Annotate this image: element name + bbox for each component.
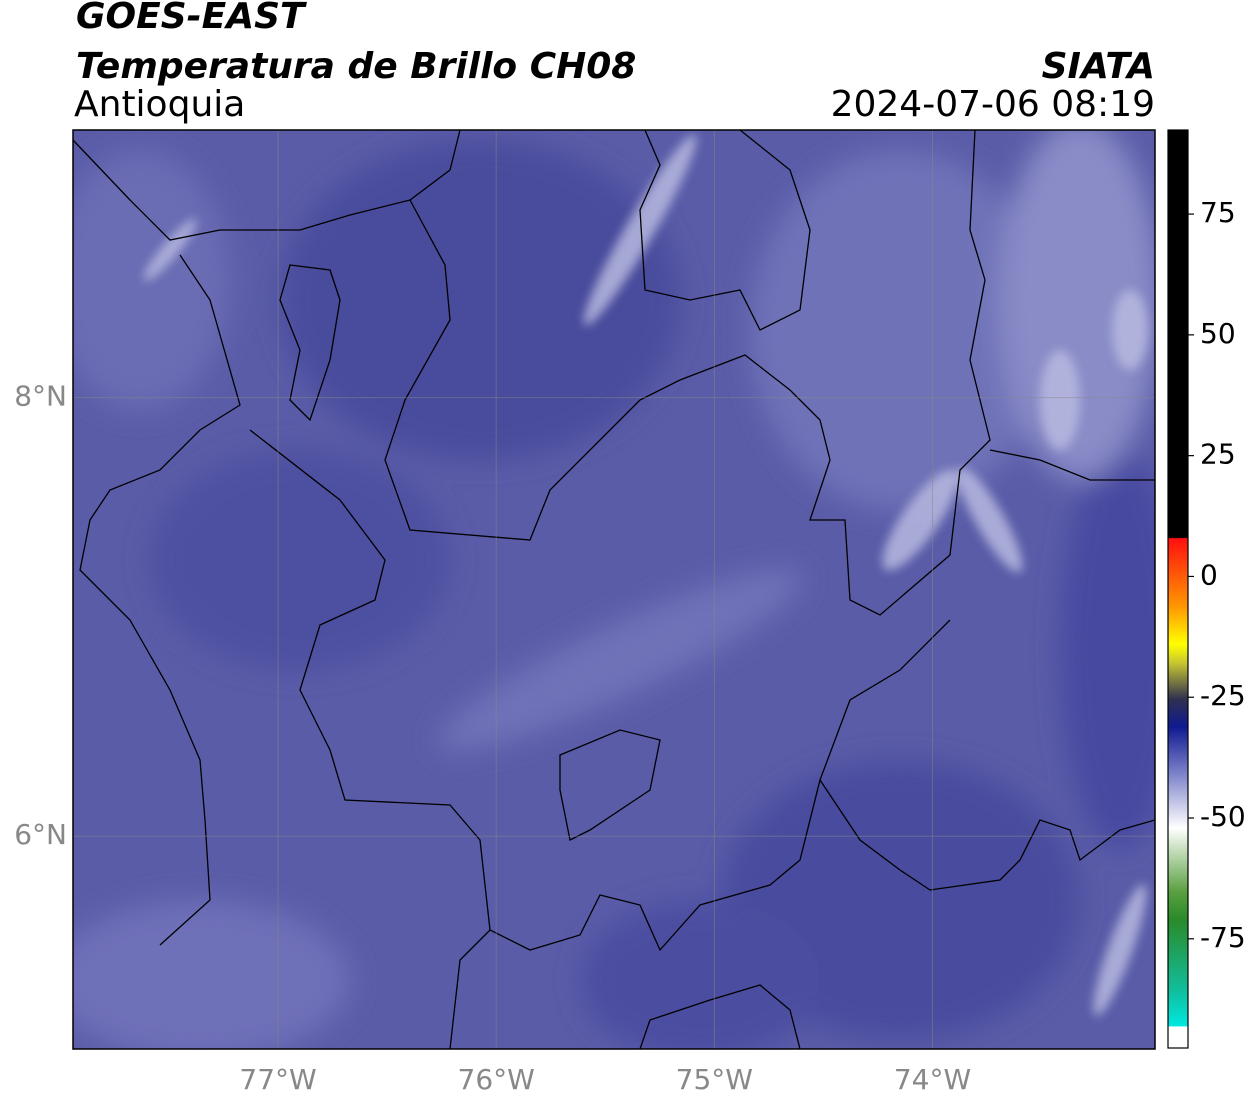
- y-tick-label: 6°N: [14, 818, 67, 851]
- x-tick-label: 74°W: [894, 1063, 971, 1096]
- subtitle: Temperatura de Brillo CH08: [76, 46, 636, 87]
- colorbar-tick-label: 0: [1200, 558, 1218, 591]
- x-tick-label: 77°W: [239, 1063, 316, 1096]
- title: GOES-EAST: [76, 0, 307, 37]
- map-frame: [72, 129, 1156, 1050]
- colorbar-tick-label: 75: [1200, 196, 1236, 229]
- colorbar: [1167, 129, 1189, 1049]
- boundaries: [73, 130, 1155, 1049]
- colorbar-tick-label: 25: [1200, 438, 1236, 471]
- x-tick-label: 75°W: [676, 1063, 753, 1096]
- colorbar-tick-label: -25: [1200, 679, 1246, 712]
- colorbar-tick-label: 50: [1200, 317, 1236, 350]
- graticule: [73, 130, 1155, 1049]
- map-image: [73, 130, 1155, 1049]
- colorbar-tick-label: -75: [1200, 921, 1246, 954]
- region: Antioquia: [74, 84, 245, 125]
- datetime: 2024-07-06 08:19: [831, 84, 1155, 125]
- source: SIATA: [1042, 46, 1155, 87]
- colorbar-tick-label: -50: [1200, 800, 1246, 833]
- y-tick-label: 8°N: [14, 380, 67, 413]
- x-tick-label: 76°W: [458, 1063, 535, 1096]
